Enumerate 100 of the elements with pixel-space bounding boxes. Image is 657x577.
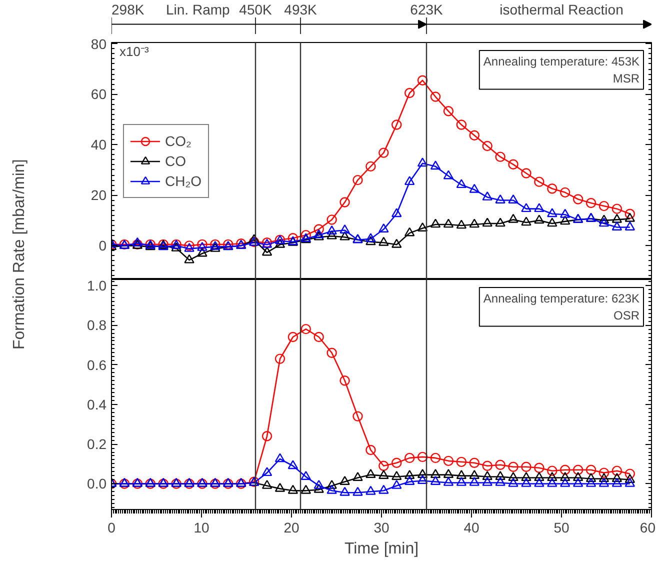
text: 298K (112, 2, 145, 18)
point (404, 88, 415, 98)
point (340, 231, 350, 240)
point (404, 470, 415, 479)
point (534, 203, 544, 212)
point (404, 227, 415, 236)
point (521, 216, 532, 226)
point (274, 238, 286, 248)
y-tick-label: 0.8 (87, 317, 107, 334)
point (572, 472, 584, 481)
point (547, 208, 558, 218)
point (430, 218, 441, 228)
point (443, 218, 454, 228)
point (392, 470, 402, 480)
point (274, 482, 286, 492)
point (508, 472, 518, 481)
point (300, 470, 311, 480)
point (495, 152, 506, 162)
y-tick-label: 80 (90, 36, 107, 52)
x-tick-label: 20 (284, 520, 300, 536)
legend-label: CO₂ (165, 132, 192, 148)
point (560, 208, 570, 218)
point (417, 452, 428, 462)
point (378, 223, 389, 232)
point (469, 458, 480, 468)
point (572, 478, 584, 487)
point (340, 376, 350, 386)
point (378, 460, 389, 471)
point (598, 472, 610, 482)
point (132, 237, 143, 246)
ref-line-label: 493K (284, 2, 318, 18)
point (456, 120, 467, 130)
point (392, 208, 402, 218)
point (482, 140, 492, 152)
point (612, 204, 622, 214)
point (262, 246, 272, 256)
point (430, 160, 441, 170)
point (443, 106, 454, 116)
point (456, 220, 467, 229)
point (560, 472, 570, 481)
point (534, 214, 544, 224)
point (508, 159, 518, 170)
point (469, 130, 480, 140)
point (366, 161, 376, 172)
point (508, 194, 518, 204)
point (547, 472, 558, 481)
point (392, 120, 402, 130)
point (326, 225, 337, 234)
point (197, 239, 208, 250)
y-tick-label: 0.2 (87, 436, 107, 452)
point (378, 484, 389, 494)
point (534, 472, 544, 481)
point (482, 218, 492, 227)
point (469, 218, 480, 228)
point (392, 458, 402, 468)
point (443, 456, 454, 466)
point (288, 484, 298, 494)
point (521, 478, 532, 487)
point (340, 224, 350, 234)
point (417, 75, 428, 86)
x-tick-label: 40 (464, 520, 480, 536)
point (340, 476, 350, 485)
point (624, 474, 635, 483)
point (326, 214, 337, 225)
point (262, 431, 272, 442)
point (274, 453, 286, 462)
point (378, 470, 389, 479)
point (366, 486, 376, 495)
point (443, 476, 454, 486)
annotation: x10⁻³ (120, 44, 150, 59)
ref-line-label: 450K (239, 2, 273, 18)
point (612, 214, 622, 223)
point (274, 354, 286, 364)
point (624, 208, 635, 219)
point (352, 486, 363, 496)
point (547, 466, 558, 476)
annotation: Annealing temperature: 453K MSR (483, 54, 640, 86)
point (624, 221, 635, 230)
point (598, 200, 610, 212)
point (326, 230, 337, 240)
point (352, 472, 363, 481)
x-tick-label: 60 (640, 520, 656, 536)
point (547, 478, 558, 487)
y-tick-label: 0.0 (87, 476, 107, 492)
y-tick-label: 20 (90, 187, 107, 204)
point (352, 174, 363, 186)
point (456, 470, 467, 479)
point (430, 469, 441, 478)
point (612, 478, 622, 487)
point (482, 460, 492, 471)
point (456, 456, 467, 468)
point (314, 480, 324, 489)
point (314, 484, 324, 493)
point (560, 464, 570, 475)
point (456, 476, 467, 486)
point (495, 218, 506, 227)
point (300, 484, 311, 494)
point (430, 476, 441, 485)
y-tick-label: 60 (90, 86, 107, 102)
y-tick-label: 0.4 (87, 396, 107, 412)
